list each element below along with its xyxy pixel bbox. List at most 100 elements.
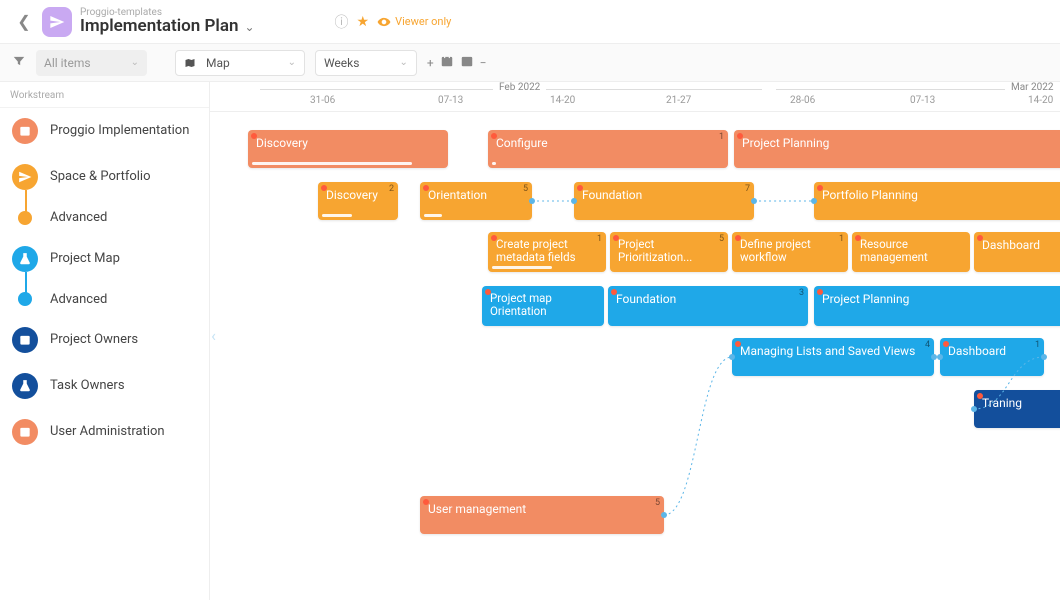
status-dot-icon [251,133,257,139]
calendar-icon [12,118,38,144]
task-progress-bar [492,266,552,269]
sidebar-item-project-owners[interactable]: Project Owners [0,317,209,363]
view-map-select[interactable]: Map ⌄ [175,50,305,76]
task-label: Define project workflow [740,237,811,264]
task-configure[interactable]: Configure 1 [488,130,728,168]
sidebar-item-label: Space & Portfolio [50,169,151,185]
task-badge: 1 [719,132,724,142]
status-dot-icon [423,499,429,505]
status-dot-icon [943,341,949,347]
task-label: Orientation [428,188,487,202]
task-user-management[interactable]: User management 5 [420,496,664,534]
week-label: 07-13 [910,95,935,106]
sidebar-item-user-administration[interactable]: User Administration [0,409,209,455]
sidebar-item-space-portfolio[interactable]: Space & Portfolio [0,154,209,200]
status-dot-icon [737,133,743,139]
task-badge: 5 [655,498,660,508]
task-badge: 7 [745,184,750,194]
sidebar-item-task-owners[interactable]: Task Owners [0,363,209,409]
month-label: Mar 2022 [1005,82,1060,93]
eye-icon [377,15,391,29]
task-badge: 1 [597,234,602,244]
task-portfolio-planning[interactable]: Portfolio Planning [814,182,1060,220]
dot-icon [18,211,32,225]
task-traning[interactable]: Traning [974,390,1060,428]
status-dot-icon [977,393,983,399]
status-dot-icon [735,235,741,241]
task-badge: 3 [799,288,804,298]
task-create-project-metadata-fields[interactable]: Create project metadata fields 1 [488,232,606,272]
filter-all-items-select[interactable]: All items⌄ [36,50,147,76]
sidebar-item-label: Advanced [50,292,107,308]
task-project-map-orientation[interactable]: Project map Orientation [482,286,604,326]
sidebar-item-advanced[interactable]: Advanced [0,282,209,318]
task-progress-bar [424,214,442,217]
sidebar-collapse-handle[interactable]: ‖‹ [210,320,218,350]
task-resource-management[interactable]: Resource management [852,232,970,272]
task-label: User management [428,502,526,516]
timeline[interactable]: ‖‹ Feb 2022Mar 2022031-0607-1314-2021-27… [210,82,1060,600]
status-dot-icon [613,235,619,241]
sidebar-item-label: Project Owners [50,332,138,348]
task-orientation[interactable]: Orientation 5 [420,182,532,220]
task-managing-lists-and-saved-views[interactable]: Managing Lists and Saved Views4 [732,338,934,376]
task-foundation[interactable]: Foundation 7 [574,182,754,220]
flask-icon [12,246,38,272]
task-label: Configure [496,136,548,150]
sidebar-item-label: User Administration [50,424,165,440]
task-badge: 2 [389,184,394,194]
calendar-today-icon[interactable] [440,54,454,71]
week-label: 14-20 [550,95,575,106]
filter-icon[interactable] [12,54,26,72]
viewer-badge: Viewer only [377,15,451,29]
flask-icon [12,373,38,399]
task-project-prioritization-[interactable]: Project Prioritization...5 [610,232,728,272]
task-discovery[interactable]: Discovery2 [318,182,398,220]
task-project-planning[interactable]: Project Planning [814,286,1060,326]
page-title: Implementation Plan [80,18,238,35]
calendar-range-icon[interactable] [460,54,474,71]
sidebar-item-proggio-implementation[interactable]: Proggio Implementation [0,108,209,154]
task-define-project-workflow[interactable]: Define project workflow1 [732,232,848,272]
task-label: Foundation [616,292,676,306]
task-dashboard[interactable]: Dashboard [974,232,1060,272]
task-label: Project map Orientation [490,291,552,318]
task-label: Project Planning [822,292,909,306]
task-label: Create project metadata fields [496,237,576,264]
task-label: Traning [982,396,1022,410]
project-title-block: Proggio-templates Implementation Plan ⌄ [80,8,255,35]
zoom-in-button[interactable]: + [427,56,434,70]
task-dashboard[interactable]: Dashboard1 [940,338,1044,376]
task-foundation[interactable]: Foundation 3 [608,286,808,326]
zoom-out-button[interactable]: − [480,56,487,70]
chevron-down-icon: ⌄ [131,57,139,68]
task-label: Project Prioritization... [618,237,692,264]
chevron-down-icon: ⌄ [399,57,407,68]
status-dot-icon [735,341,741,347]
sidebar-item-advanced[interactable]: Advanced [0,200,209,236]
task-discovery[interactable]: Discovery [248,130,448,168]
task-project-planning[interactable]: Project Planning [734,130,1060,168]
task-label: Discovery [256,136,308,150]
sidebar-item-label: Advanced [50,210,107,226]
status-dot-icon [977,235,983,241]
star-icon[interactable]: ★ [357,14,370,30]
task-progress-bar [492,162,496,165]
task-label: Managing Lists and Saved Views [740,344,915,358]
chevron-down-icon: ⌄ [244,21,254,33]
sidebar-item-project-map[interactable]: Project Map [0,236,209,282]
toolbar: All items⌄ Map ⌄ Weeks⌄ + − [0,44,1060,82]
week-label: 07-13 [438,95,463,106]
task-badge: 5 [523,184,528,194]
timeline-header: Feb 2022Mar 2022031-0607-1314-2021-2728-… [210,82,1060,112]
week-label: 21-27 [666,95,691,106]
timescale-select[interactable]: Weeks⌄ [315,50,417,76]
back-button[interactable]: ❮ [12,10,36,34]
status-dot-icon [611,289,617,295]
task-label: Dashboard [948,344,1006,358]
project-title-button[interactable]: Implementation Plan ⌄ [80,18,255,35]
info-icon[interactable]: ⓘ [335,12,349,32]
dot-icon [18,292,32,306]
calendar-icon [12,419,38,445]
task-label: Foundation [582,188,642,202]
